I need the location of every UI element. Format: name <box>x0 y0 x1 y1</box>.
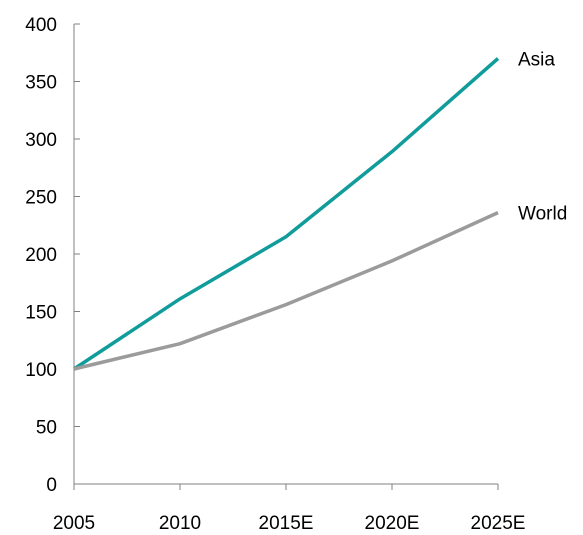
x-axis-ticks: 2005 2010 2015E 2020E 2025E <box>53 484 526 534</box>
x-tick-label: 2005 <box>53 513 95 534</box>
x-tick-label: 2010 <box>159 513 201 534</box>
y-tick-label: 300 <box>25 130 57 151</box>
y-tick-label: 150 <box>25 303 57 324</box>
y-tick-label: 350 <box>25 73 57 94</box>
series-labels: Asia World <box>518 50 567 225</box>
y-tick-label: 100 <box>25 360 57 381</box>
y-tick-label: 250 <box>25 188 57 209</box>
x-tick-label: 2025E <box>471 513 526 534</box>
series-line-asia <box>73 57 500 371</box>
series-lines <box>73 57 500 371</box>
series-line-world <box>73 211 499 371</box>
x-tick-label: 2020E <box>365 513 420 534</box>
y-tick-label: 400 <box>25 15 57 36</box>
series-label-world: World <box>518 204 567 225</box>
series-label-asia: Asia <box>518 50 555 71</box>
y-tick-label: 0 <box>46 475 57 496</box>
y-tick-label: 50 <box>36 418 57 439</box>
y-tick-label: 200 <box>25 245 57 266</box>
x-tick-label: 2015E <box>259 513 314 534</box>
y-axis-ticks: 0 50 100 150 200 250 300 350 400 <box>25 15 80 496</box>
